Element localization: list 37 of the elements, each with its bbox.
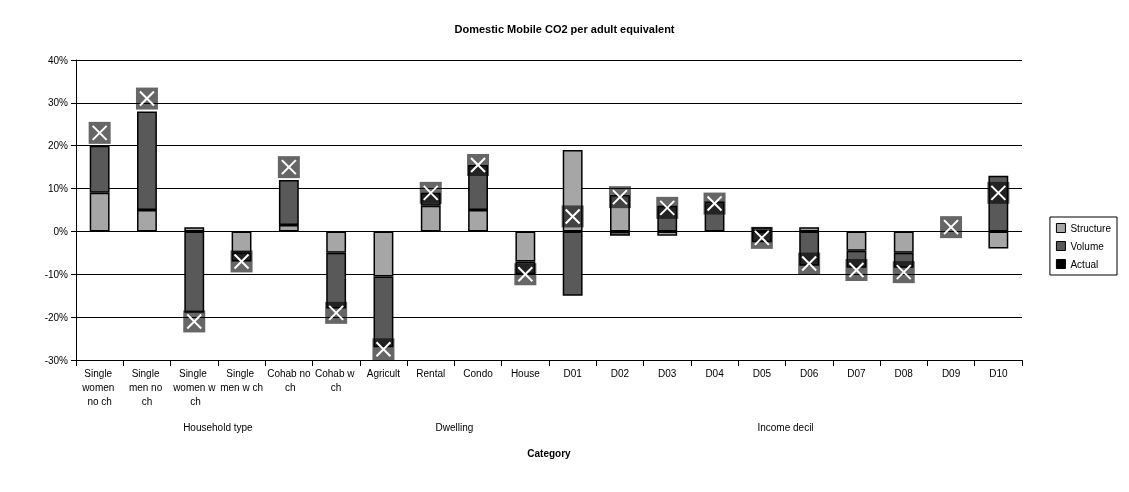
x-tick-label: D06: [799, 367, 819, 379]
y-tick-label: -30%: [44, 354, 69, 366]
x-tick-label: Rental: [416, 367, 446, 379]
x-tick-label: D07: [847, 367, 867, 379]
legend-label: Structure: [1070, 222, 1112, 234]
text: Household type: [183, 421, 254, 433]
x-tick-label: D04: [705, 367, 725, 379]
x-axis-title: Category: [527, 447, 572, 459]
x-tick-label: D02: [610, 367, 630, 379]
y-tick-label: 20%: [47, 140, 69, 152]
y-tick-label: 10%: [47, 183, 69, 195]
x-tick-label: D01: [563, 367, 583, 379]
x-tick-label: Cohab no ch: [267, 367, 311, 393]
x-tick-label: Single men w ch: [220, 367, 263, 393]
x-tick-label: House: [510, 367, 541, 379]
x-tick-label: D08: [894, 367, 914, 379]
y-tick-label: 0%: [53, 225, 69, 237]
chart-title: Domestic Mobile CO2 per adult equivalent: [454, 22, 675, 35]
legend-label: Actual: [1070, 258, 1099, 270]
legend-label: Volume: [1070, 240, 1105, 252]
x-tick-label: Single women w ch: [172, 367, 217, 407]
bar: [610, 195, 630, 232]
x-tick-label: Single men no ch: [128, 367, 166, 407]
x-tick-label: Cohab w ch: [315, 367, 358, 393]
x-tick-label: D09: [941, 367, 961, 379]
x-tick-label: Single women no ch: [81, 367, 118, 407]
y-tick-label: 30%: [47, 97, 69, 109]
y-tick-label: -10%: [44, 268, 69, 280]
x-tick-label: Agricult: [366, 367, 401, 379]
x-tick-label: Condo: [463, 367, 494, 379]
x-tick-label: D05: [752, 367, 772, 379]
x-tick-label: D03: [658, 367, 677, 379]
text: Income decil: [757, 421, 814, 433]
y-tick-label: 40%: [47, 54, 69, 66]
x-tick-label: D10: [989, 367, 1008, 379]
text: Dwelling: [435, 421, 474, 433]
y-tick-label: -20%: [44, 311, 69, 323]
